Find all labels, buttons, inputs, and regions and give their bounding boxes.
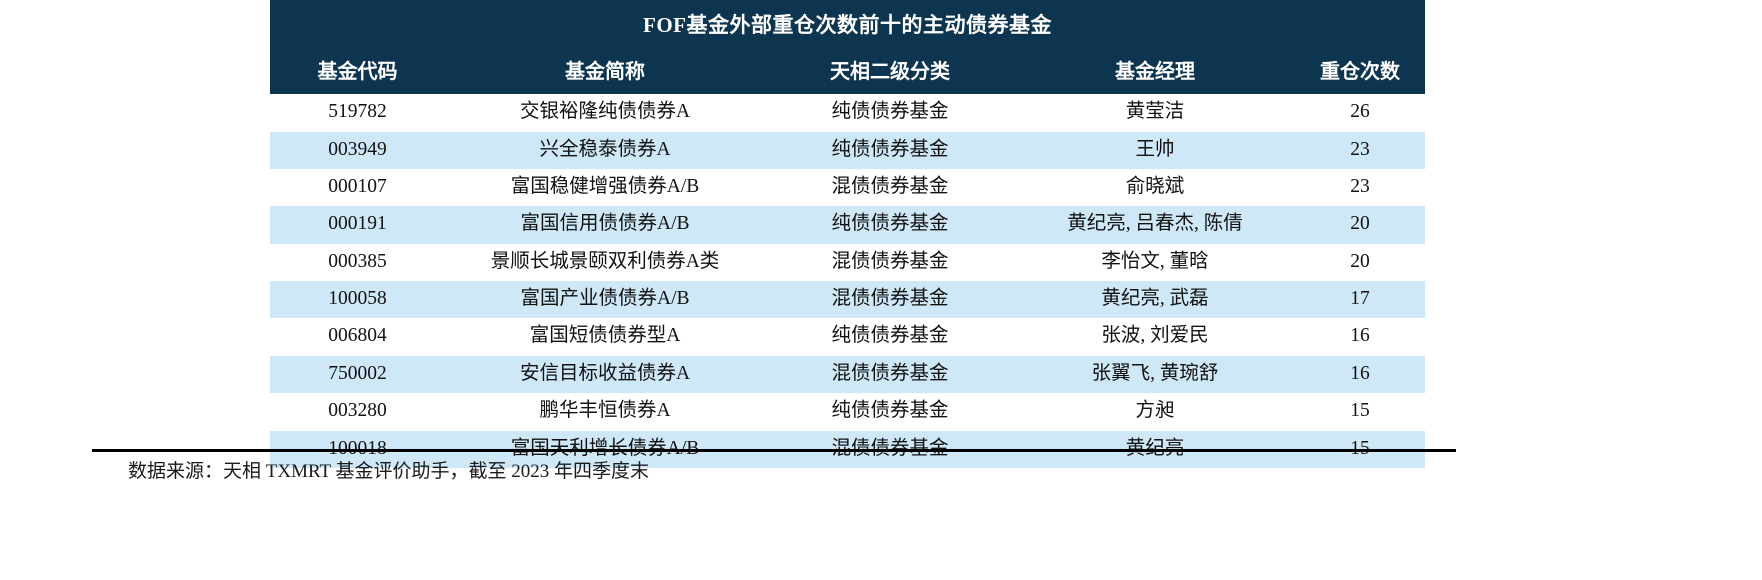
cell-fund-code: 000107: [270, 168, 445, 207]
cell-fund-name: 富国短债债券型A: [445, 318, 765, 356]
cell-fund-code: 006804: [270, 318, 445, 356]
cell-fund-name: 安信目标收益债券A: [445, 355, 765, 394]
cell-fund-name: 富国信用债债券A/B: [445, 206, 765, 244]
cell-category: 混债债券基金: [765, 243, 1015, 282]
cell-manager: 李怡文, 董晗: [1015, 243, 1295, 282]
cell-fund-code: 519782: [270, 94, 445, 132]
cell-category: 纯债债券基金: [765, 131, 1015, 169]
cell-fund-code: 100058: [270, 281, 445, 319]
table-body: 519782 交银裕隆纯债债券A 纯债债券基金 黄莹洁 26 003949 兴全…: [270, 94, 1426, 468]
table-row: 000191 富国信用债债券A/B 纯债债券基金 黄纪亮, 吕春杰, 陈倩 20: [270, 206, 1426, 244]
cell-count: 16: [1295, 318, 1426, 356]
table-row: 000385 景顺长城景颐双利债券A类 混债债券基金 李怡文, 董晗 20: [270, 243, 1426, 282]
table-row: 519782 交银裕隆纯债债券A 纯债债券基金 黄莹洁 26: [270, 94, 1426, 132]
cell-fund-name: 鹏华丰恒债券A: [445, 393, 765, 431]
cell-fund-code: 000191: [270, 206, 445, 244]
fund-table-container: FOF基金外部重仓次数前十的主动债券基金 基金代码 基金简称 天相二级分类 基金…: [270, 0, 1426, 468]
cell-category: 混债债券基金: [765, 168, 1015, 207]
cell-count: 17: [1295, 281, 1426, 319]
column-header-count: 重仓次数: [1295, 52, 1426, 95]
column-header-fund-code: 基金代码: [270, 52, 445, 95]
cell-category: 纯债债券基金: [765, 318, 1015, 356]
footer-divider-rule: [92, 449, 1456, 452]
cell-manager: 黄莹洁: [1015, 94, 1295, 132]
cell-manager: 张翼飞, 黄琬舒: [1015, 355, 1295, 394]
cell-fund-name: 交银裕隆纯债债券A: [445, 94, 765, 132]
cell-count: 16: [1295, 355, 1426, 394]
table-header: FOF基金外部重仓次数前十的主动债券基金 基金代码 基金简称 天相二级分类 基金…: [270, 0, 1426, 95]
cell-fund-name: 兴全稳泰债券A: [445, 131, 765, 169]
fund-table: FOF基金外部重仓次数前十的主动债券基金 基金代码 基金简称 天相二级分类 基金…: [270, 0, 1426, 468]
cell-count: 20: [1295, 206, 1426, 244]
table-row: 003949 兴全稳泰债券A 纯债债券基金 王帅 23: [270, 131, 1426, 169]
table-row: 006804 富国短债债券型A 纯债债券基金 张波, 刘爱民 16: [270, 318, 1426, 356]
cell-fund-code: 750002: [270, 355, 445, 394]
cell-fund-name: 富国稳健增强债券A/B: [445, 168, 765, 207]
cell-category: 混债债券基金: [765, 281, 1015, 319]
table-title-row: FOF基金外部重仓次数前十的主动债券基金: [270, 0, 1426, 53]
cell-fund-code: 003949: [270, 131, 445, 169]
cell-category: 纯债债券基金: [765, 94, 1015, 132]
cell-fund-code: 000385: [270, 243, 445, 282]
data-source-note: 数据来源：天相 TXMRT 基金评价助手，截至 2023 年四季度末: [128, 461, 650, 482]
cell-manager: 张波, 刘爱民: [1015, 318, 1295, 356]
cell-manager: 黄纪亮, 吕春杰, 陈倩: [1015, 206, 1295, 244]
cell-category: 纯债债券基金: [765, 206, 1015, 244]
table-row: 100058 富国产业债债券A/B 混债债券基金 黄纪亮, 武磊 17: [270, 281, 1426, 319]
cell-fund-name: 富国产业债债券A/B: [445, 281, 765, 319]
cell-count: 26: [1295, 94, 1426, 132]
cell-category: 纯债债券基金: [765, 393, 1015, 431]
column-header-fund-name: 基金简称: [445, 52, 765, 95]
column-header-category: 天相二级分类: [765, 52, 1015, 95]
table-row: 000107 富国稳健增强债券A/B 混债债券基金 俞晓斌 23: [270, 168, 1426, 207]
cell-fund-name: 景顺长城景颐双利债券A类: [445, 243, 765, 282]
table-column-header-row: 基金代码 基金简称 天相二级分类 基金经理 重仓次数: [270, 52, 1426, 95]
cell-fund-code: 003280: [270, 393, 445, 431]
cell-count: 15: [1295, 393, 1426, 431]
table-row: 003280 鹏华丰恒债券A 纯债债券基金 方昶 15: [270, 393, 1426, 431]
cell-count: 23: [1295, 131, 1426, 169]
cell-manager: 方昶: [1015, 393, 1295, 431]
cell-manager: 俞晓斌: [1015, 168, 1295, 207]
column-header-manager: 基金经理: [1015, 52, 1295, 95]
cell-manager: 黄纪亮, 武磊: [1015, 281, 1295, 319]
table-row: 750002 安信目标收益债券A 混债债券基金 张翼飞, 黄琬舒 16: [270, 355, 1426, 394]
cell-category: 混债债券基金: [765, 355, 1015, 394]
cell-manager: 王帅: [1015, 131, 1295, 169]
cell-count: 20: [1295, 243, 1426, 282]
cell-count: 23: [1295, 168, 1426, 207]
table-title: FOF基金外部重仓次数前十的主动债券基金: [270, 0, 1426, 53]
